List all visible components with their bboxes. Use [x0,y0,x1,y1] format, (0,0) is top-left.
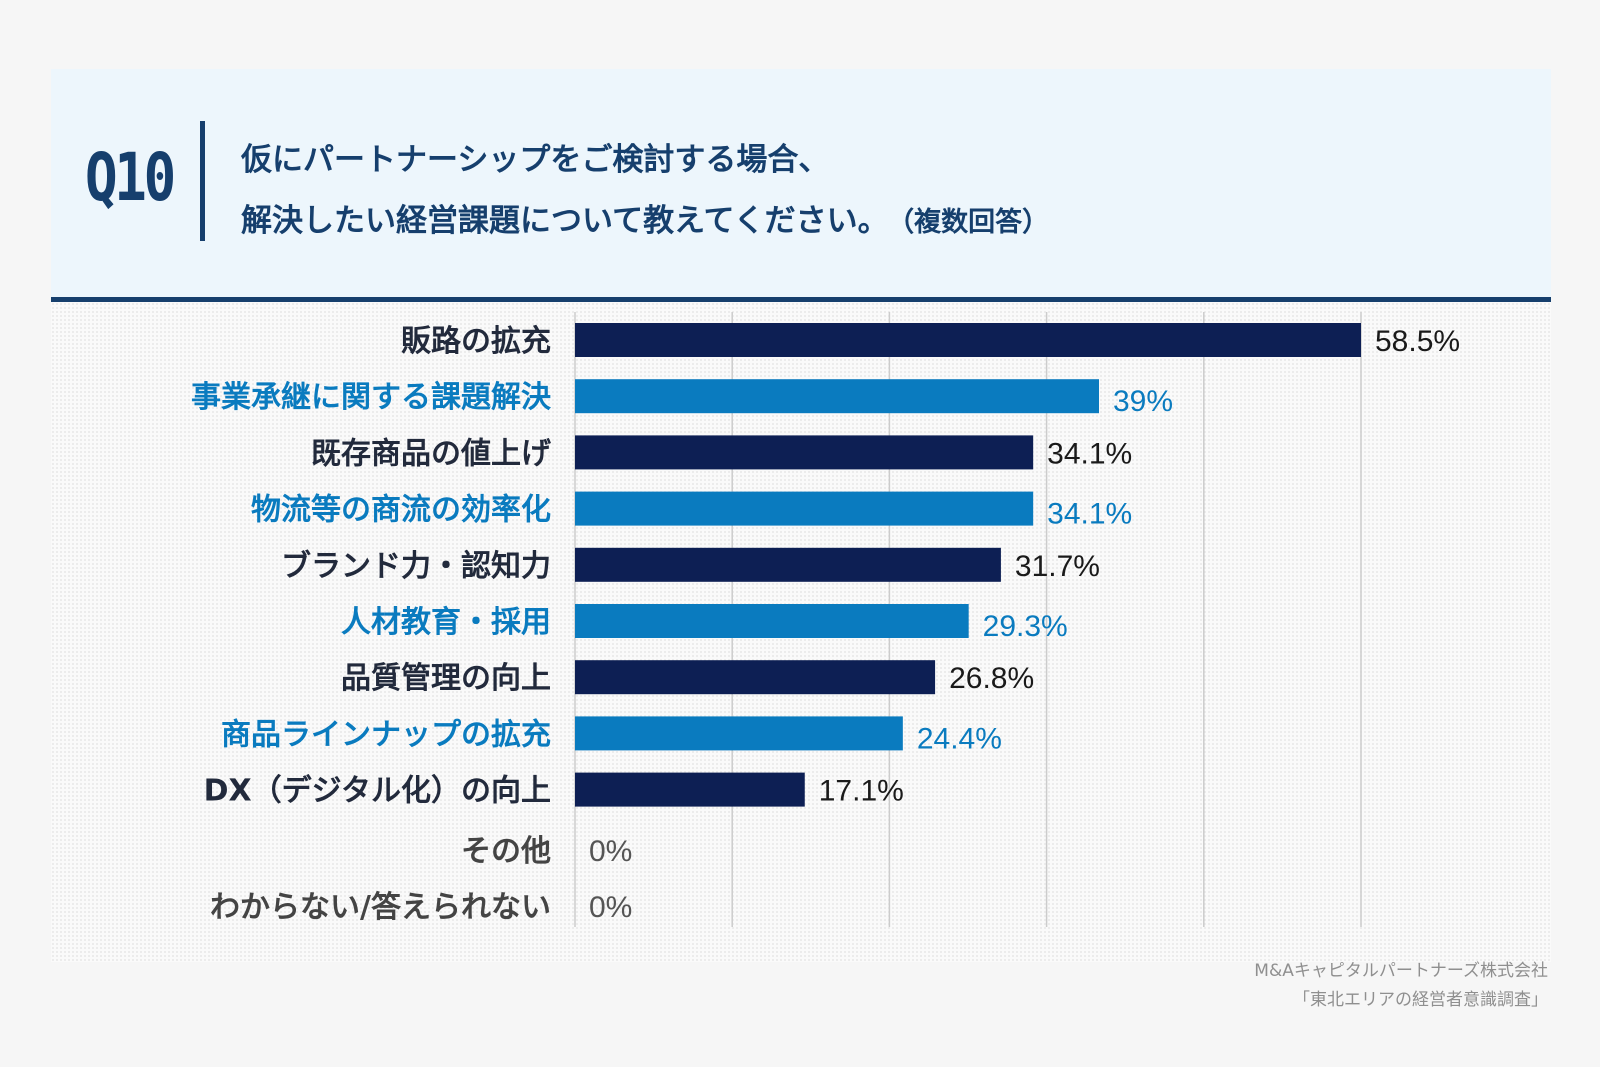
category-label-2: 既存商品の値上げ [311,436,552,471]
value-label-0: 58.5% [1375,325,1460,358]
value-label-3: 34.1% [1047,498,1132,531]
value-label-8: 17.1% [819,775,904,808]
value-label-10: 0% [589,891,632,924]
category-label-3: 物流等の商流の効率化 [251,493,551,528]
bar-5 [575,604,969,638]
question-text-line1: 仮にパートナーシップをご検討する場合、 [241,142,830,178]
bar-1 [575,379,1099,414]
value-label-1: 39% [1113,385,1173,418]
chart-card: Q10 仮にパートナーシップをご検討する場合、 解決したい経営課題について教えて… [51,69,1551,962]
question-number: Q10 [85,139,176,216]
value-label-9: 0% [589,835,632,868]
value-label-7: 24.4% [917,722,1002,755]
bar-8 [575,772,805,807]
bar-chart: 販路の拡充 58.5% 事業承継に関する課題解決 39% 既存商品の値上げ 34.1% 物流… [191,312,1460,927]
category-label-8: DX（デジタル化）の向上 [204,774,551,809]
company-name: M&Aキャピタルパートナーズ株式会社 [1254,961,1548,981]
category-label-4: ブランド力・認知力 [281,549,551,584]
question-text-line2: 解決したい経営課題について教えてください。 （複数回答） [241,195,1049,240]
category-label-10: わからない/答えられない [210,890,551,925]
survey-name: 「東北エリアの経営者意識調査」 [1293,990,1548,1010]
source-credit: M&Aキャピタルパートナーズ株式会社 「東北エリアの経営者意識調査」 [1254,957,1548,1015]
category-label-6: 品質管理の向上 [341,661,551,696]
category-label-7: 商品ラインナップの拡充 [221,717,551,752]
header-divider [200,121,205,241]
value-label-4: 31.7% [1015,550,1100,583]
category-label-5: 人材教育・採用 [341,605,551,640]
value-label-5: 29.3% [983,610,1068,643]
bar-0 [575,323,1361,357]
category-label-9: その他 [461,834,551,869]
chart-area: 販路の拡充 58.5% 事業承継に関する課題解決 39% 既存商品の値上げ 34.1% 物流… [51,302,1551,962]
value-label-6: 26.8% [949,662,1034,695]
bar-7 [575,716,903,751]
category-label-0: 販路の拡充 [401,324,551,359]
bar-6 [575,660,936,695]
category-label-1: 事業承継に関する課題解決 [191,380,552,415]
value-label-2: 34.1% [1047,437,1132,470]
question-text-line2-main: 解決したい経営課題について教えてください。 [241,203,889,239]
question-header: Q10 仮にパートナーシップをご検討する場合、 解決したい経営課題について教えて… [51,69,1551,302]
question-note: （複数回答） [900,207,1050,238]
bar-4 [575,547,1001,582]
bar-3 [575,491,1034,526]
bar-2 [575,435,1034,470]
